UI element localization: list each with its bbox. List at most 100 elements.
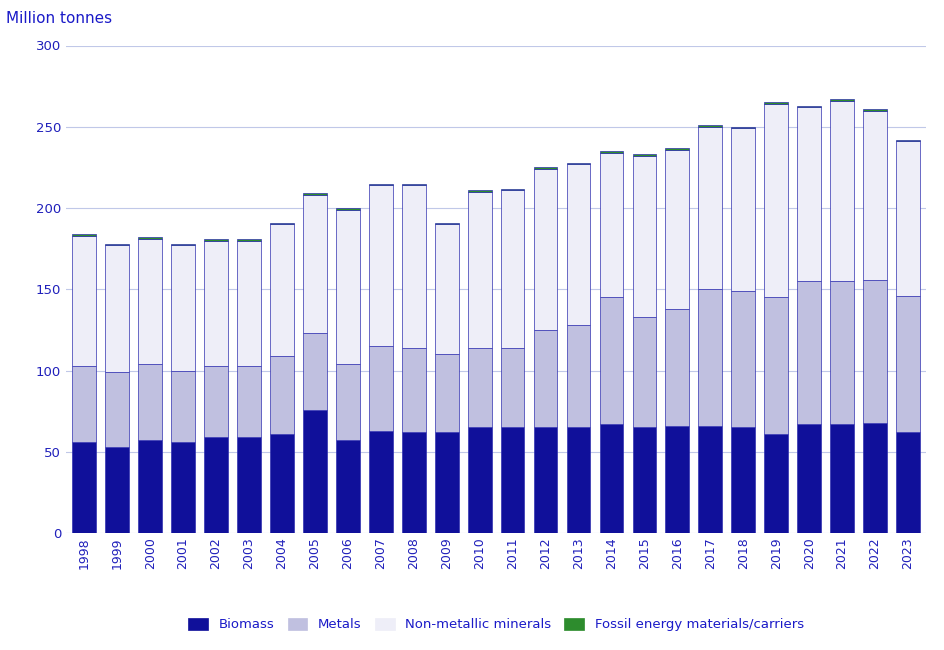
Bar bbox=[434, 222, 458, 224]
Bar bbox=[862, 111, 886, 280]
Bar bbox=[698, 289, 721, 426]
Bar bbox=[467, 348, 491, 428]
Bar bbox=[171, 370, 194, 442]
Bar bbox=[105, 372, 129, 447]
Bar bbox=[303, 195, 327, 333]
Bar bbox=[171, 244, 194, 245]
Text: Million tonnes: Million tonnes bbox=[6, 11, 112, 26]
Bar bbox=[632, 317, 655, 428]
Bar bbox=[566, 428, 590, 533]
Bar bbox=[533, 330, 557, 428]
Bar bbox=[665, 150, 688, 309]
Bar bbox=[632, 155, 655, 156]
Bar bbox=[73, 442, 96, 533]
Bar bbox=[270, 356, 294, 434]
Bar bbox=[830, 281, 853, 424]
Bar bbox=[698, 426, 721, 533]
Bar bbox=[270, 434, 294, 533]
Bar bbox=[598, 298, 623, 424]
Bar bbox=[467, 428, 491, 533]
Bar bbox=[401, 348, 425, 432]
Bar bbox=[336, 364, 360, 441]
Bar bbox=[73, 365, 96, 442]
Bar bbox=[895, 142, 919, 296]
Bar bbox=[797, 105, 820, 107]
Bar bbox=[698, 125, 721, 127]
Bar bbox=[434, 224, 458, 354]
Bar bbox=[764, 298, 787, 434]
Bar bbox=[336, 209, 360, 364]
Bar bbox=[73, 234, 96, 236]
Bar bbox=[500, 428, 524, 533]
Bar bbox=[368, 430, 393, 533]
Bar bbox=[533, 167, 557, 169]
Bar bbox=[138, 364, 161, 441]
Bar bbox=[303, 410, 327, 533]
Bar bbox=[862, 422, 886, 533]
Bar bbox=[830, 101, 853, 281]
Bar bbox=[237, 240, 261, 365]
Bar bbox=[665, 426, 688, 533]
Bar bbox=[500, 190, 524, 348]
Bar bbox=[204, 365, 228, 437]
Bar bbox=[862, 109, 886, 111]
Bar bbox=[632, 156, 655, 317]
Bar bbox=[731, 129, 754, 291]
Bar bbox=[270, 222, 294, 224]
Bar bbox=[566, 162, 590, 164]
Bar bbox=[401, 432, 425, 533]
Bar bbox=[303, 194, 327, 195]
Bar bbox=[270, 224, 294, 356]
Bar bbox=[566, 325, 590, 428]
Bar bbox=[731, 291, 754, 428]
Bar bbox=[500, 348, 524, 428]
Bar bbox=[665, 309, 688, 426]
Bar bbox=[500, 188, 524, 190]
Bar bbox=[598, 151, 623, 153]
Bar bbox=[731, 127, 754, 129]
Bar bbox=[895, 140, 919, 142]
Bar bbox=[698, 127, 721, 289]
Bar bbox=[764, 434, 787, 533]
Bar bbox=[401, 185, 425, 348]
Bar bbox=[105, 447, 129, 533]
Bar bbox=[830, 424, 853, 533]
Bar bbox=[434, 354, 458, 432]
Bar bbox=[138, 237, 161, 239]
Bar bbox=[138, 239, 161, 364]
Bar bbox=[533, 169, 557, 330]
Bar bbox=[434, 432, 458, 533]
Bar bbox=[105, 244, 129, 245]
Bar bbox=[598, 424, 623, 533]
Bar bbox=[632, 428, 655, 533]
Bar bbox=[797, 281, 820, 424]
Bar bbox=[764, 102, 787, 104]
Bar bbox=[797, 107, 820, 281]
Bar bbox=[368, 346, 393, 430]
Bar bbox=[368, 183, 393, 185]
Bar bbox=[401, 183, 425, 185]
Bar bbox=[105, 245, 129, 372]
Bar bbox=[731, 428, 754, 533]
Bar bbox=[830, 99, 853, 101]
Bar bbox=[467, 192, 491, 348]
Bar bbox=[566, 164, 590, 325]
Bar bbox=[764, 104, 787, 298]
Bar bbox=[336, 441, 360, 533]
Bar bbox=[237, 365, 261, 437]
Bar bbox=[895, 296, 919, 432]
Bar bbox=[303, 333, 327, 410]
Bar bbox=[797, 424, 820, 533]
Bar bbox=[73, 236, 96, 365]
Bar bbox=[204, 437, 228, 533]
Bar bbox=[467, 190, 491, 192]
Bar bbox=[533, 428, 557, 533]
Bar bbox=[204, 239, 228, 240]
Bar bbox=[171, 442, 194, 533]
Bar bbox=[336, 208, 360, 209]
Legend: Biomass, Metals, Non-metallic minerals, Fossil energy materials/carriers: Biomass, Metals, Non-metallic minerals, … bbox=[183, 613, 808, 637]
Bar bbox=[171, 245, 194, 370]
Bar bbox=[598, 153, 623, 298]
Bar bbox=[138, 441, 161, 533]
Bar bbox=[895, 432, 919, 533]
